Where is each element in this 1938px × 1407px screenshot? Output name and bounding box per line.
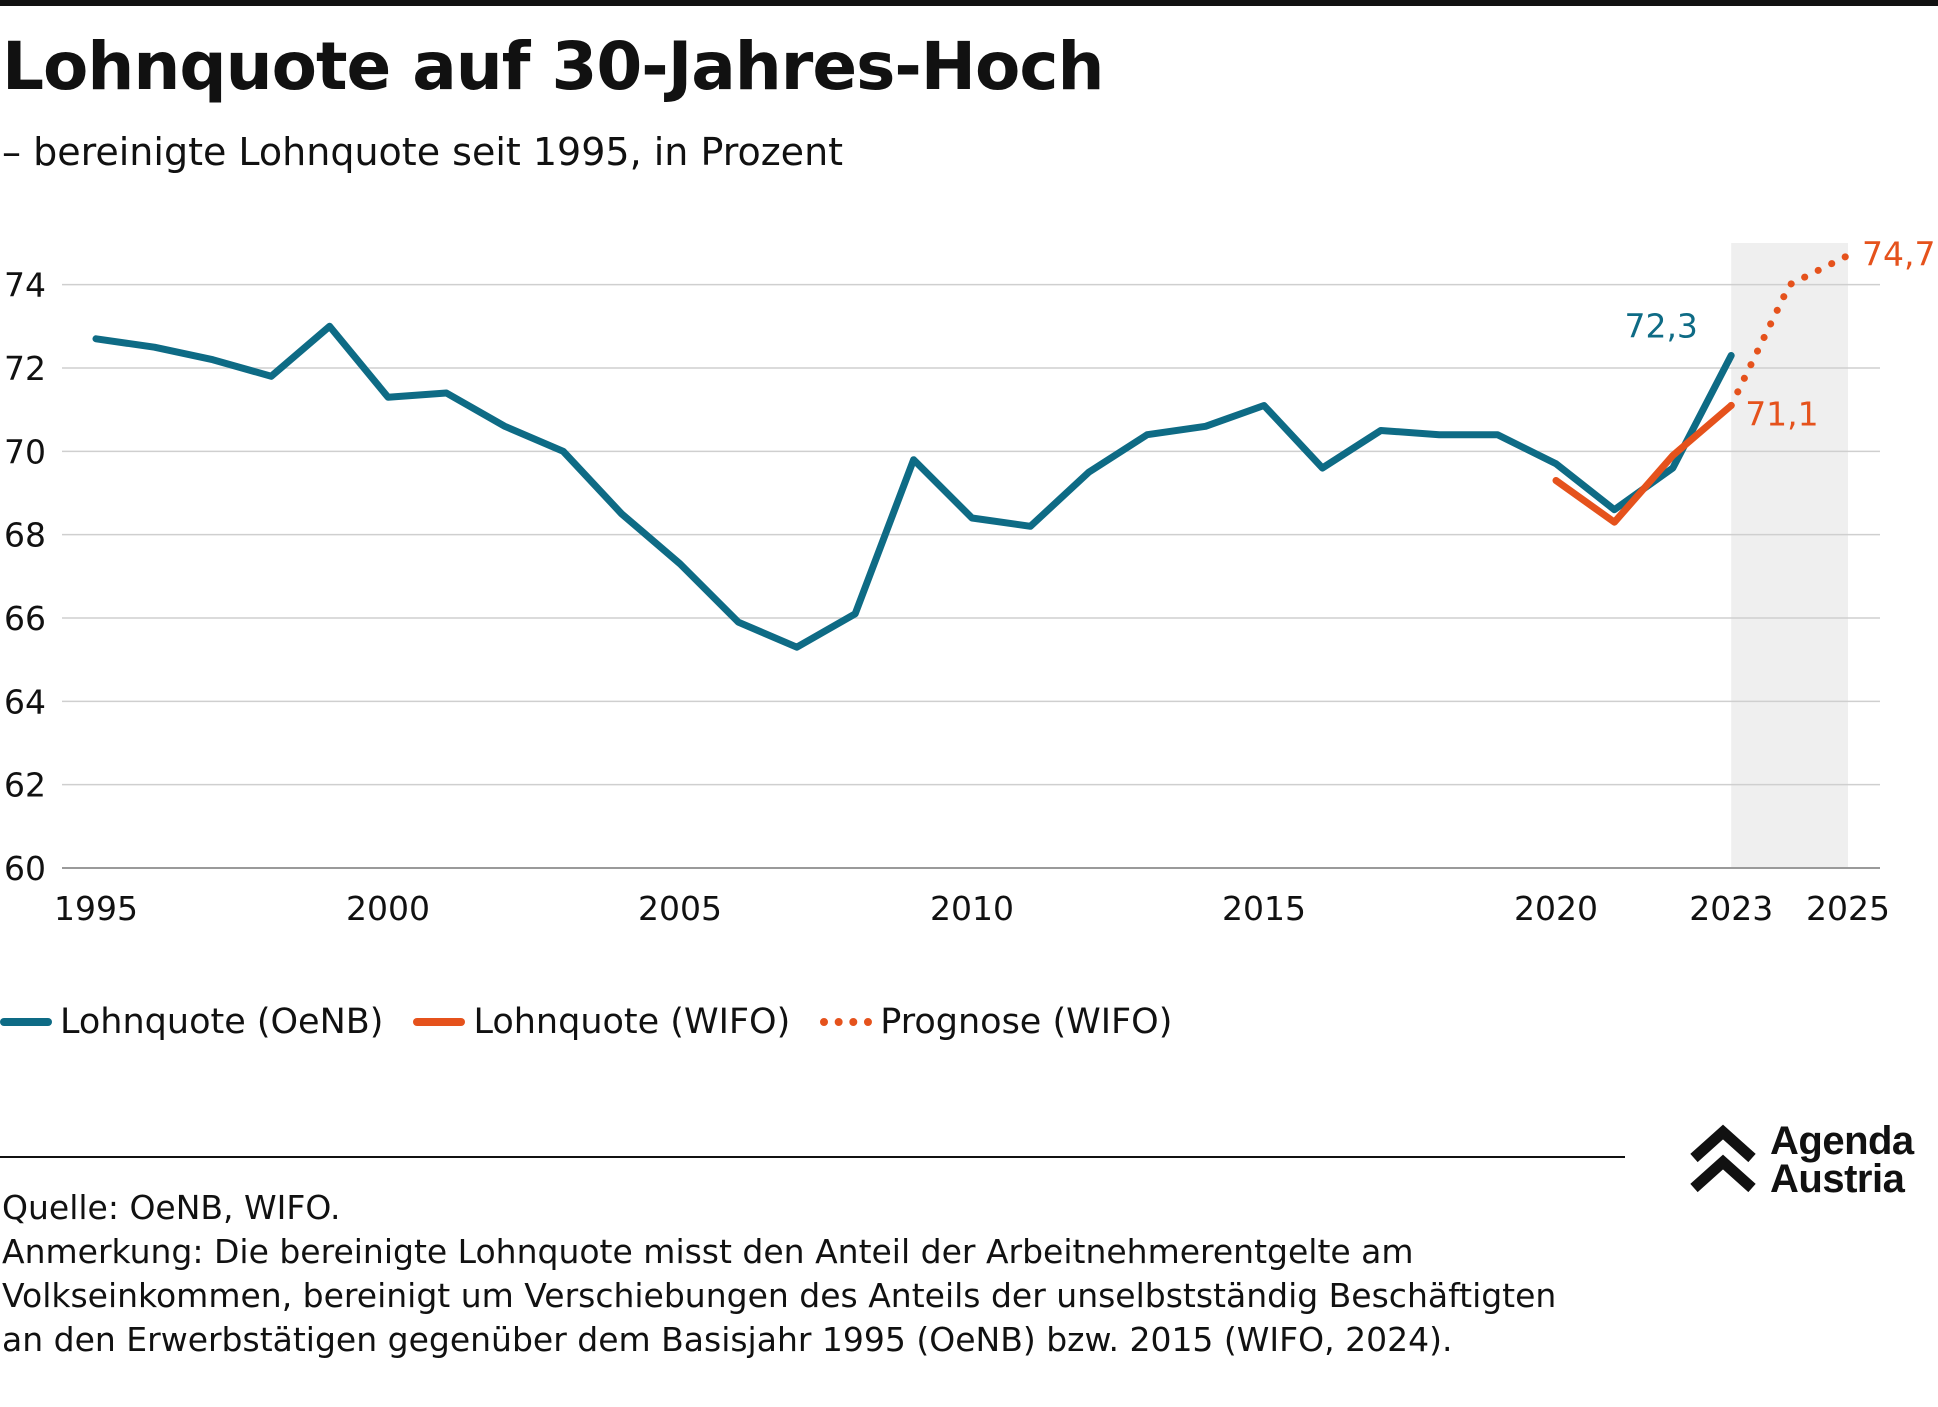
legend-item-forecast: Prognose (WIFO) [820,1002,1172,1042]
legend-item-oenb: Lohnquote (OeNB) [0,1002,383,1042]
y-tick-label: 60 [4,849,46,888]
x-tick-label: 2025 [1806,889,1890,928]
y-tick-labels: 60 62 64 66 68 70 72 74 [4,266,46,888]
x-tick-labels: 1995 2000 2005 2010 2015 2020 2023 2025 [54,889,1890,928]
legend-swatch-oenb [0,1018,52,1026]
logo-line-2: Austria [1770,1157,1905,1201]
y-tick-label: 68 [4,516,46,555]
legend-swatch-wifo [413,1018,466,1026]
source-note: Quelle: OeNB, WIFO. [2,1188,341,1227]
y-tick-label: 70 [4,432,46,471]
end-label-oenb: 72,3 [1624,307,1697,346]
legend-label-forecast: Prognose (WIFO) [880,1002,1173,1042]
top-rule [0,0,1938,6]
x-tick-label: 1995 [54,889,138,928]
x-tick-label: 2015 [1222,889,1306,928]
series-line-oenb [92,322,1735,651]
footer-rule [0,1156,1625,1158]
legend-label-oenb: Lohnquote (OeNB) [60,1002,384,1042]
x-tick-label: 2010 [930,889,1014,928]
y-tick-label: 64 [4,682,46,721]
footer-notes: Quelle: OeNB, WIFO. Anmerkung: Die berei… [2,1186,1602,1362]
chart-title: Lohnquote auf 30-Jahres-Hoch [2,28,1104,105]
y-tick-label: 74 [4,266,46,305]
forecast-band [1731,243,1848,868]
grid-layer [62,283,1880,869]
legend-label-wifo: Lohnquote (WIFO) [473,1002,791,1042]
chart-subtitle: – bereinigte Lohnquote seit 1995, in Pro… [2,130,844,174]
methodology-note: Anmerkung: Die bereinigte Lohnquote miss… [2,1232,1557,1359]
agenda-austria-logo: Agenda Austria [1688,1120,1914,1200]
end-label-forecast: 74,7 [1862,235,1935,274]
end-label-wifo: 71,1 [1745,395,1818,434]
logo-line-1: Agenda [1770,1119,1914,1163]
legend-swatch-forecast [820,1018,873,1026]
line-chart: 60 62 64 66 68 70 72 74 1995 2000 2005 2010 2015 202… [4,235,1935,929]
logo-wordmark: Agenda Austria [1770,1119,1914,1201]
y-tick-label: 62 [4,766,46,805]
x-tick-label: 2000 [346,889,430,928]
x-tick-label: 2020 [1514,889,1598,928]
y-tick-label: 72 [4,349,46,388]
series-line-forecast [1727,252,1852,409]
series-layer [92,252,1852,651]
x-tick-label: 2005 [638,889,722,928]
series-line-wifo [1552,402,1735,526]
forecast-band-layer [1731,243,1848,868]
end-labels: 72,3 71,1 74,7 [1624,235,1935,434]
legend-item-wifo: Lohnquote (WIFO) [413,1002,790,1042]
y-tick-label: 66 [4,599,46,638]
legend: Lohnquote (OeNB) Lohnquote (WIFO) Progno… [0,1002,1202,1042]
x-tick-label: 2023 [1689,889,1773,928]
chevron-logo-icon [1690,1124,1756,1193]
